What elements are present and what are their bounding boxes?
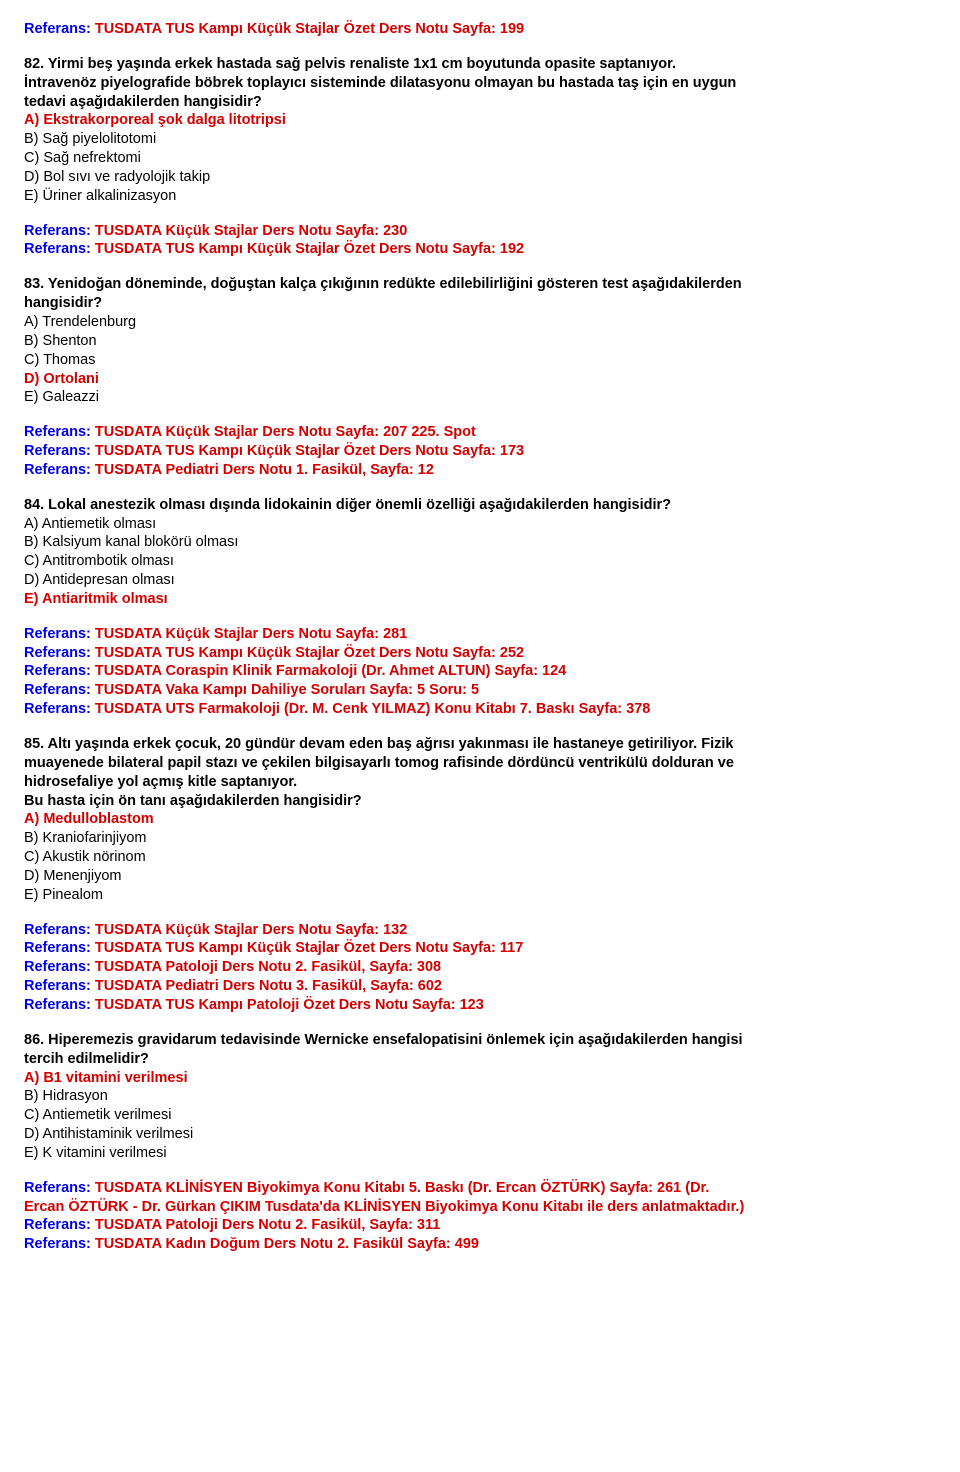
- option-b: B) Kalsiyum kanal blokörü olması: [24, 533, 936, 552]
- ref-text: TUSDATA Vaka Kampı Dahiliye Soruları Say…: [95, 682, 479, 698]
- ref-label: Referans:: [24, 443, 91, 459]
- ref-label: Referans:: [24, 626, 91, 642]
- ref-label: Referans:: [24, 1236, 91, 1252]
- option-e: E) K vitamini verilmesi: [24, 1144, 936, 1163]
- option-c: C) Antitrombotik olması: [24, 552, 936, 571]
- ref-text: TUSDATA Pediatri Ders Notu 1. Fasikül, S…: [95, 462, 434, 478]
- ref-label: Referans:: [24, 241, 91, 257]
- option-a: A) Ekstrakorporeal şok dalga litotripsi: [24, 111, 936, 130]
- option-c: C) Akustik nörinom: [24, 848, 936, 867]
- ref-text: TUSDATA TUS Kampı Patoloji Özet Ders Not…: [95, 997, 484, 1013]
- ref-label: Referans:: [24, 978, 91, 994]
- ref-text: TUSDATA Pediatri Ders Notu 3. Fasikül, S…: [95, 978, 442, 994]
- ref-label: Referans:: [24, 1217, 91, 1233]
- option-c: C) Antiemetik verilmesi: [24, 1106, 936, 1125]
- question-86: 86. Hiperemezis gravidarum tedavisinde W…: [24, 1031, 936, 1163]
- question-text: İntravenöz piyelografide böbrek toplayıc…: [24, 74, 936, 93]
- question-text: 86. Hiperemezis gravidarum tedavisinde W…: [24, 1031, 936, 1050]
- question-text: 85. Altı yaşında erkek çocuk, 20 gündür …: [24, 735, 936, 754]
- option-d: D) Ortolani: [24, 370, 936, 389]
- ref-text: TUSDATA UTS Farmakoloji (Dr. M. Cenk YIL…: [95, 701, 650, 717]
- ref-label: Referans:: [24, 997, 91, 1013]
- ref-text: TUSDATA TUS Kampı Küçük Stajlar Özet Der…: [95, 940, 523, 956]
- question-text: 83. Yenidoğan döneminde, doğuştan kalça …: [24, 275, 936, 294]
- option-a: A) Antiemetik olması: [24, 515, 936, 534]
- reference-block-84: Referans: TUSDATA Küçük Stajlar Ders Not…: [24, 625, 936, 719]
- option-d: D) Bol sıvı ve radyolojik takip: [24, 168, 936, 187]
- question-text: hidrosefaliye yol açmış kitle saptanıyor…: [24, 773, 936, 792]
- question-text: tedavi aşağıdakilerden hangisidir?: [24, 93, 936, 112]
- option-e: E) Antiaritmik olması: [24, 590, 936, 609]
- ref-text: TUSDATA TUS Kampı Küçük Stajlar Özet Der…: [95, 645, 524, 661]
- ref-text: TUSDATA TUS Kampı Küçük Stajlar Özet Der…: [95, 21, 524, 37]
- ref-label: Referans:: [24, 682, 91, 698]
- question-82: 82. Yirmi beş yaşında erkek hastada sağ …: [24, 55, 936, 206]
- ref-label: Referans:: [24, 663, 91, 679]
- option-b: B) Sağ piyelolitotomi: [24, 130, 936, 149]
- ref-label: Referans:: [24, 922, 91, 938]
- option-a: A) Trendelenburg: [24, 313, 936, 332]
- option-d: D) Antidepresan olması: [24, 571, 936, 590]
- ref-label: Referans:: [24, 940, 91, 956]
- ref-text: TUSDATA Patoloji Ders Notu 2. Fasikül, S…: [95, 959, 441, 975]
- option-c: C) Sağ nefrektomi: [24, 149, 936, 168]
- reference-block-86: Referans: TUSDATA KLİNİSYEN Biyokimya Ko…: [24, 1179, 936, 1254]
- ref-text: TUSDATA Kadın Doğum Ders Notu 2. Fasikül…: [95, 1236, 479, 1252]
- ref-label: Referans:: [24, 645, 91, 661]
- option-a: A) Medulloblastom: [24, 810, 936, 829]
- option-b: B) Hidrasyon: [24, 1087, 936, 1106]
- question-text: 84. Lokal anestezik olması dışında lidok…: [24, 496, 936, 515]
- question-text: Bu hasta için ön tanı aşağıdakilerden ha…: [24, 792, 936, 811]
- question-85: 85. Altı yaşında erkek çocuk, 20 gündür …: [24, 735, 936, 905]
- reference-block-82: Referans: TUSDATA Küçük Stajlar Ders Not…: [24, 222, 936, 260]
- reference-block-83: Referans: TUSDATA Küçük Stajlar Ders Not…: [24, 423, 936, 480]
- ref-text: TUSDATA KLİNİSYEN Biyokimya Konu Kitabı …: [95, 1180, 710, 1196]
- question-text: tercih edilmelidir?: [24, 1050, 936, 1069]
- option-d: D) Antihistaminik verilmesi: [24, 1125, 936, 1144]
- ref-label: Referans:: [24, 462, 91, 478]
- option-c: C) Thomas: [24, 351, 936, 370]
- option-e: E) Galeazzi: [24, 388, 936, 407]
- question-text: muayenede bilateral papil stazı ve çekil…: [24, 754, 936, 773]
- ref-text: TUSDATA Küçük Stajlar Ders Notu Sayfa: 2…: [95, 424, 476, 440]
- reference-block-85: Referans: TUSDATA Küçük Stajlar Ders Not…: [24, 921, 936, 1015]
- question-text: 82. Yirmi beş yaşında erkek hastada sağ …: [24, 55, 936, 74]
- ref-label: Referans:: [24, 959, 91, 975]
- option-d: D) Menenjiyom: [24, 867, 936, 886]
- ref-text: TUSDATA TUS Kampı Küçük Stajlar Özet Der…: [95, 443, 524, 459]
- option-b: B) Shenton: [24, 332, 936, 351]
- option-a: A) B1 vitamini verilmesi: [24, 1069, 936, 1088]
- ref-text: Ercan ÖZTÜRK - Dr. Gürkan ÇIKIM Tusdata'…: [24, 1199, 744, 1215]
- ref-label: Referans:: [24, 701, 91, 717]
- ref-label: Referans:: [24, 1180, 91, 1196]
- ref-label: Referans:: [24, 21, 91, 37]
- option-b: B) Kraniofarinjiyom: [24, 829, 936, 848]
- top-reference: Referans: TUSDATA TUS Kampı Küçük Stajla…: [24, 20, 936, 39]
- ref-text: TUSDATA TUS Kampı Küçük Stajlar Özet Der…: [95, 241, 524, 257]
- option-e: E) Pinealom: [24, 886, 936, 905]
- ref-text: TUSDATA Küçük Stajlar Ders Notu Sayfa: 2…: [95, 223, 407, 239]
- ref-label: Referans:: [24, 424, 91, 440]
- ref-text: TUSDATA Küçük Stajlar Ders Notu Sayfa: 2…: [95, 626, 407, 642]
- ref-text: TUSDATA Coraspin Klinik Farmakoloji (Dr.…: [95, 663, 566, 679]
- question-84: 84. Lokal anestezik olması dışında lidok…: [24, 496, 936, 609]
- ref-label: Referans:: [24, 223, 91, 239]
- ref-text: TUSDATA Patoloji Ders Notu 2. Fasikül, S…: [95, 1217, 440, 1233]
- ref-text: TUSDATA Küçük Stajlar Ders Notu Sayfa: 1…: [95, 922, 407, 938]
- question-text: hangisidir?: [24, 294, 936, 313]
- question-83: 83. Yenidoğan döneminde, doğuştan kalça …: [24, 275, 936, 407]
- option-e: E) Üriner alkalinizasyon: [24, 187, 936, 206]
